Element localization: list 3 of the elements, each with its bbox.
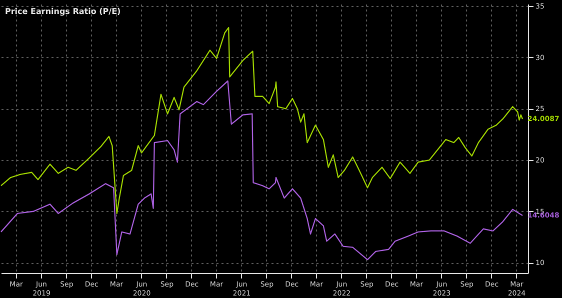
line-series: [0, 27, 524, 214]
legend-title: Price Earnings Ratio (P/E): [5, 7, 121, 16]
line-series: [0, 80, 524, 260]
